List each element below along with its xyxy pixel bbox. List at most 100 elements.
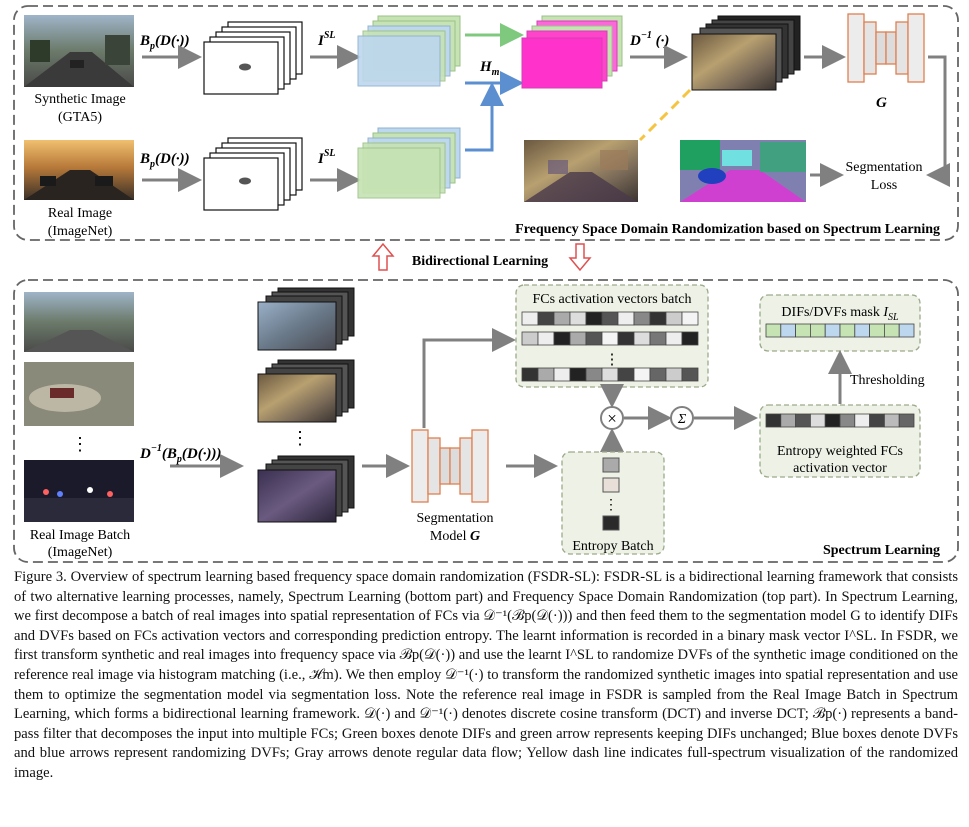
fc-batch-ellipsis: ⋮ xyxy=(605,352,620,368)
weighted-cell xyxy=(765,413,782,428)
mask-cell xyxy=(765,323,782,338)
arrow-model-to-fc-batch xyxy=(422,328,516,428)
seg-loss-line1: Segmentation xyxy=(846,160,923,175)
segmentation-model-top xyxy=(847,13,925,83)
op-isl-top: ISL xyxy=(317,30,336,49)
dif-dvf-stack-synthetic xyxy=(357,15,461,87)
full-spectrum-randomized-image xyxy=(524,140,638,202)
spatial-fc-stack-1 xyxy=(257,287,355,351)
fc-cell xyxy=(649,331,667,346)
fc-cell xyxy=(617,331,635,346)
entropy-ellipsis: ⋮ xyxy=(604,498,618,513)
fc-cell xyxy=(617,367,635,382)
weighted-cell xyxy=(839,413,856,428)
batch-label-line1: Real Image Batch xyxy=(30,528,130,543)
segmentation-label-map xyxy=(680,140,806,202)
fc-cell xyxy=(569,331,587,346)
yellow-dash-visualization xyxy=(638,88,692,142)
fc-cell xyxy=(601,311,619,326)
thresholding-label: Thresholding xyxy=(850,373,925,388)
bidirectional-up-arrow xyxy=(371,242,395,271)
real-label-line2: (ImageNet) xyxy=(48,224,113,239)
seg-model-line2: Model G xyxy=(430,529,480,544)
fc-cell xyxy=(633,331,651,346)
weighted-cell xyxy=(869,413,885,428)
spectrum-learning-panel-border xyxy=(13,279,959,563)
bidirectional-label: Bidirectional Learning xyxy=(412,254,548,269)
fc-cell xyxy=(649,367,667,382)
seg-loss-line2: Loss xyxy=(871,178,897,193)
fc-cell xyxy=(681,367,699,382)
fc-cell xyxy=(665,331,683,346)
segmentation-model-bottom xyxy=(411,429,489,503)
fc-stack-synthetic xyxy=(203,21,303,95)
mask-cell xyxy=(869,323,885,338)
model-g-label-top: G xyxy=(876,95,887,111)
op-isl-real: ISL xyxy=(317,148,336,167)
fc-cell xyxy=(521,367,539,382)
weighted-cell xyxy=(898,413,915,428)
weighted-cell xyxy=(780,413,796,428)
fc-cell xyxy=(633,367,651,382)
fc-cell xyxy=(585,331,603,346)
bidirectional-down-arrow xyxy=(568,243,592,272)
mask-cell xyxy=(898,323,915,338)
spectrum-learning-title: Spectrum Learning xyxy=(823,543,940,558)
real-label-line1: Real Image xyxy=(48,206,112,221)
fc-stack-real xyxy=(203,137,303,211)
fc-cell xyxy=(601,367,619,382)
fc-cell xyxy=(617,311,635,326)
dif-dvf-stack-real xyxy=(357,127,461,199)
entropy-cell xyxy=(602,457,620,473)
fc-cell xyxy=(553,311,571,326)
figure-diagram: Synthetic Image (GTA5) Real Image (Image… xyxy=(13,5,959,563)
multiply-symbol: × xyxy=(607,409,617,428)
op-bp-top: Bp(D(·)) xyxy=(139,33,190,52)
fc-cell xyxy=(553,367,571,382)
fc-cell xyxy=(665,311,683,326)
mask-cell xyxy=(795,323,811,338)
mask-cell xyxy=(810,323,826,338)
sum-symbol: Σ xyxy=(677,412,687,427)
entropy-batch-subpanel xyxy=(561,451,665,555)
seg-model-line1: Segmentation xyxy=(417,511,494,526)
fc-batch-title: FCs activation vectors batch xyxy=(532,292,691,307)
fsdr-panel-title: Frequency Space Domain Randomization bas… xyxy=(515,222,940,237)
fc-cell xyxy=(521,311,539,326)
entropy-weighted-line1: Entropy weighted FCs xyxy=(777,444,903,459)
real-image-batch: ⋮ xyxy=(24,292,134,522)
real-image xyxy=(24,140,134,200)
mask-cell xyxy=(854,323,870,338)
fc-cell xyxy=(521,331,539,346)
fc-cell xyxy=(537,331,555,346)
fc-cell xyxy=(585,311,603,326)
mask-cell xyxy=(780,323,796,338)
arrow-real-to-hm xyxy=(465,82,504,152)
spatial-fc-stack-2 xyxy=(257,359,355,423)
entropy-batch-label: Entropy Batch xyxy=(572,539,653,554)
weighted-cell xyxy=(824,413,841,428)
op-dinv-top: D−1 (·) xyxy=(629,30,669,49)
fc-cell xyxy=(665,367,683,382)
weighted-cell xyxy=(854,413,870,428)
synthetic-image xyxy=(24,15,134,87)
fc-cell xyxy=(569,311,587,326)
figure-caption: Figure 3. Overview of spectrum learning … xyxy=(14,568,958,784)
fc-cell xyxy=(537,367,555,382)
fc-cell xyxy=(569,367,587,382)
synthetic-label-line2: (GTA5) xyxy=(58,110,102,125)
fc-activation-rows xyxy=(521,311,699,382)
caption-figure-number: Figure 3. xyxy=(14,569,67,585)
stack-ellipsis: ⋮ xyxy=(291,428,309,448)
fc-cell xyxy=(681,311,699,326)
entropy-weighted-vector xyxy=(765,413,915,428)
batch-label-line2: (ImageNet) xyxy=(48,545,113,560)
sum-node xyxy=(670,406,694,430)
mask-subpanel xyxy=(759,294,921,352)
fc-cell xyxy=(585,367,603,382)
fc-cell xyxy=(649,311,667,326)
entropy-cell xyxy=(602,515,620,531)
arrow-model-to-loss xyxy=(926,55,950,187)
synthetic-label-line1: Synthetic Image xyxy=(34,92,125,107)
mask-cell xyxy=(824,323,841,338)
